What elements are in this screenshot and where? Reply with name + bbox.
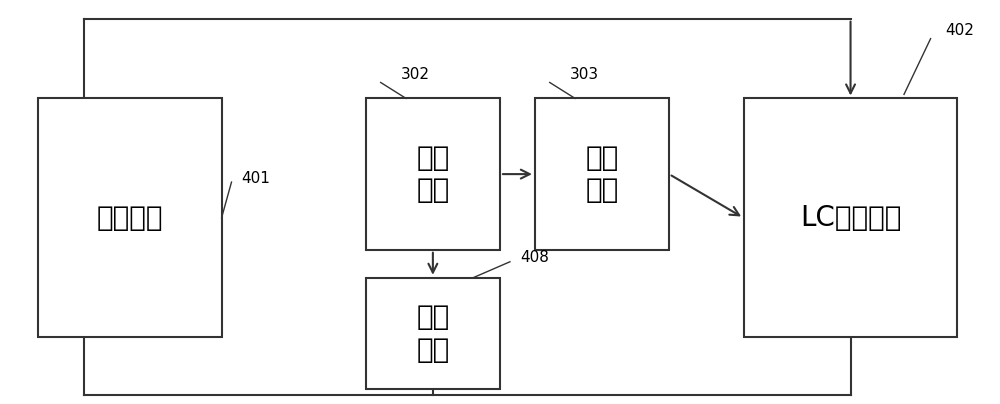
Text: LC谐振网络: LC谐振网络 <box>800 204 901 232</box>
Bar <box>366 99 500 250</box>
Bar <box>535 99 669 250</box>
Bar <box>744 99 957 337</box>
Bar <box>38 99 222 337</box>
Text: 302: 302 <box>401 67 430 82</box>
Text: 402: 402 <box>946 23 974 38</box>
Text: 直流电源: 直流电源 <box>96 204 163 232</box>
Bar <box>366 278 500 389</box>
Text: 303: 303 <box>570 67 599 82</box>
Text: 开关
模块: 开关 模块 <box>416 303 450 364</box>
Text: 控制
模块: 控制 模块 <box>416 144 450 204</box>
Text: 检测
装置: 检测 装置 <box>585 144 619 204</box>
Text: 408: 408 <box>520 250 549 265</box>
Text: 401: 401 <box>241 170 270 185</box>
